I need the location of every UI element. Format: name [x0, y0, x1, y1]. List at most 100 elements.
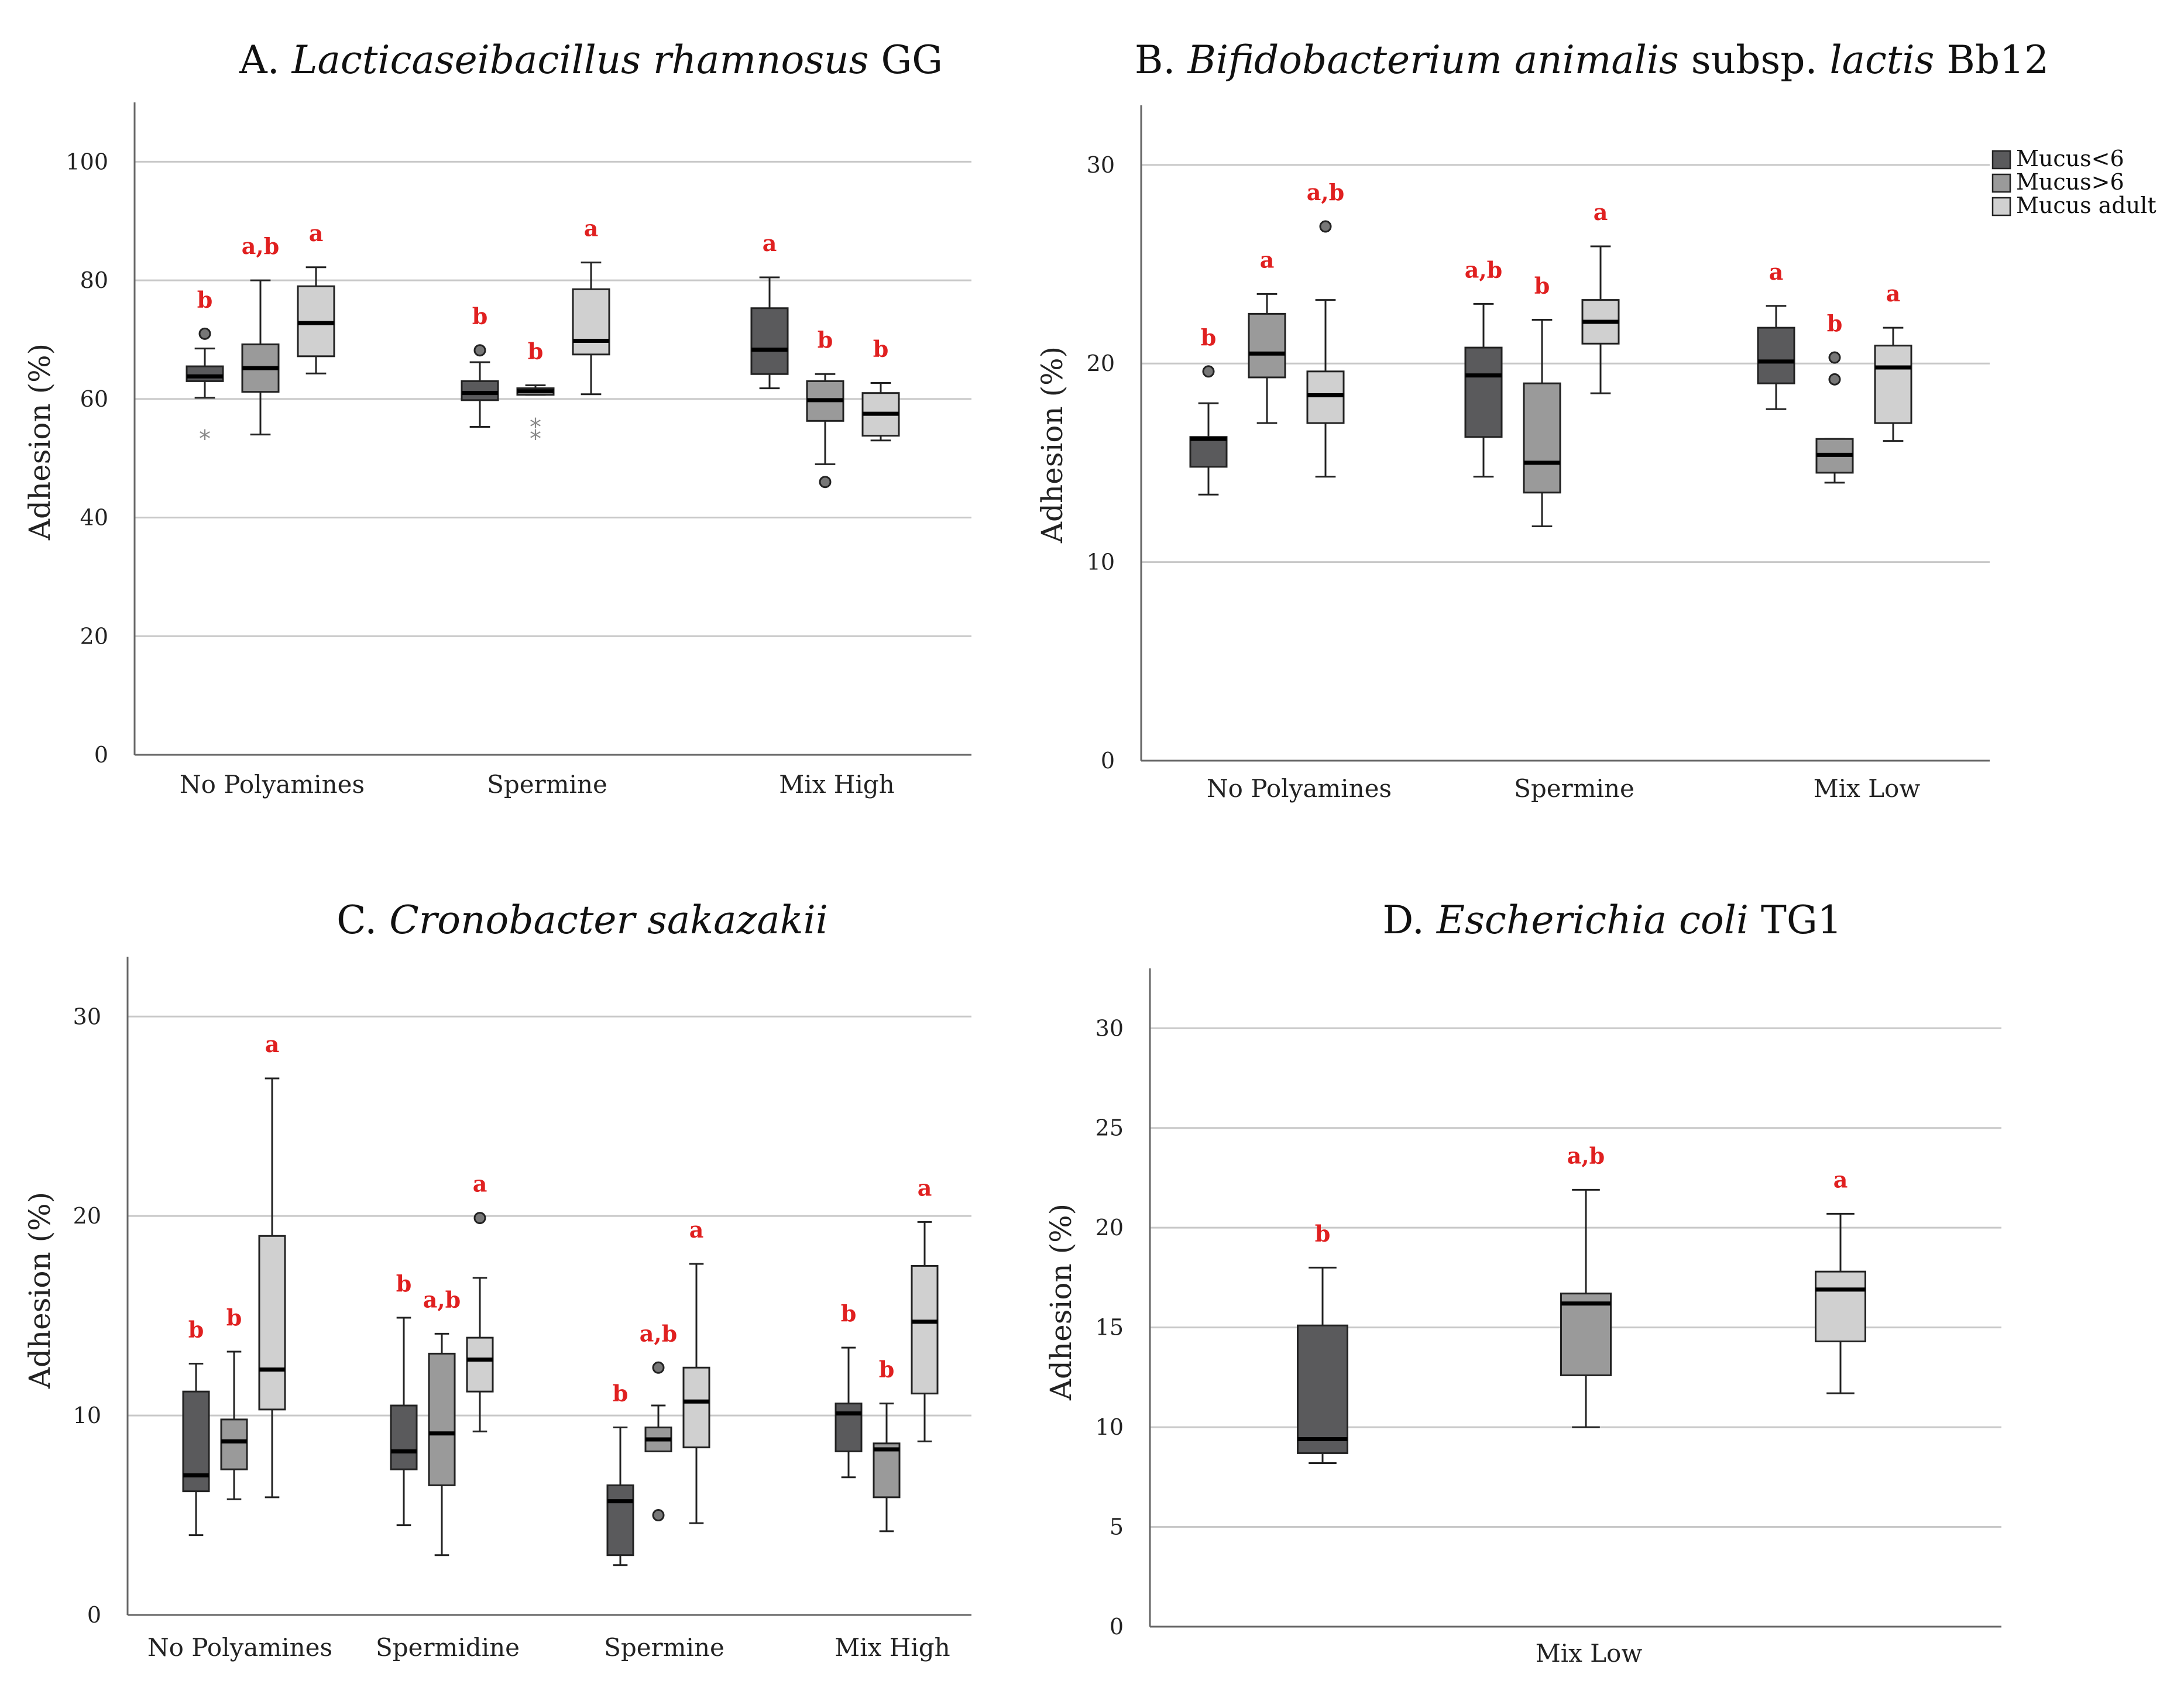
panel-title: C. Cronobacter sakazakii [336, 898, 828, 943]
box-mucus-adult: a [297, 220, 335, 374]
box-iqr [682, 1366, 710, 1449]
significance-label: a [763, 230, 777, 256]
significance-label: b [879, 1356, 895, 1383]
box-iqr [572, 288, 610, 356]
box-iqr [186, 365, 224, 382]
significance-label: a,b [640, 1320, 677, 1346]
significance-label: a [584, 215, 599, 242]
box-mucus-adult: b [861, 335, 900, 442]
y-tick-label: 0 [1110, 1614, 1124, 1640]
box-iqr [390, 1404, 418, 1470]
y-tick-label: 30 [1096, 1015, 1124, 1041]
box-mucus-6: b [1297, 1220, 1348, 1464]
x-category-label: Spermine [604, 1633, 724, 1662]
panel-title: D. Escherichia coli TG1 [1382, 898, 1842, 943]
significance-label: a [1833, 1166, 1848, 1192]
panel-title: A. Lacticaseibacillus rhamnosus GG [239, 37, 943, 83]
y-tick-label: 80 [80, 267, 108, 293]
outlier-point [652, 1361, 665, 1374]
y-tick-label: 0 [87, 1602, 101, 1628]
significance-label: b [197, 286, 213, 312]
box-mucus-6: b [1815, 310, 1854, 484]
box-mucus-6: a,b [423, 1286, 461, 1556]
y-tick-label: 30 [1087, 152, 1115, 178]
extreme-point: * [530, 414, 541, 441]
significance-label: b [841, 1300, 857, 1326]
significance-label: a [265, 1031, 280, 1057]
box-iqr [428, 1352, 456, 1486]
box-iqr [1560, 1293, 1612, 1376]
significance-label: a [1769, 259, 1784, 285]
x-category-label: Mix High [835, 1633, 950, 1662]
box-iqr [1815, 1270, 1866, 1343]
box-iqr [1523, 382, 1561, 494]
box-iqr [461, 380, 499, 401]
panel-c: C. Cronobacter sakazakii 0 10 20 30 Adhesion … [23, 898, 971, 1662]
x-category-label: No Polyamines [1207, 774, 1392, 803]
significance-label: b [613, 1380, 629, 1407]
box-mucus-6: ** b [516, 338, 555, 453]
panel-title: B. Bifidobacterium animalis subsp. lacti… [1135, 37, 2049, 83]
outlier-point [198, 327, 211, 340]
y-tick-label: 40 [80, 505, 108, 531]
box-mucus-6: a,b [241, 233, 280, 436]
y-axis-label: Adhesion (%) [1044, 1204, 1078, 1401]
box-mucus-adult: a [1874, 280, 1912, 442]
significance-label: a,b [1465, 256, 1502, 283]
significance-label: a,b [423, 1286, 461, 1312]
significance-label: a [309, 220, 324, 246]
box-mucus-6: b [182, 1316, 210, 1537]
legend-label: Mucus<6 [2016, 146, 2124, 171]
significance-label: b [226, 1304, 242, 1331]
significance-label: b [188, 1316, 204, 1342]
y-tick-label: 100 [66, 149, 108, 174]
x-category-label: Spermidine [376, 1633, 520, 1662]
box-mucus-6: b [220, 1304, 248, 1500]
box-iqr [466, 1336, 494, 1393]
box-mucus-adult: a [572, 215, 610, 396]
box-iqr [1189, 436, 1228, 468]
box-mucus-6: a [750, 230, 789, 390]
box-mucus-6: b [835, 1300, 863, 1479]
significance-label: a [1594, 199, 1608, 225]
box-mucus-adult: a,b [1306, 179, 1345, 478]
significance-label: b [1201, 324, 1217, 350]
outlier-point [1202, 365, 1215, 378]
extreme-point: * [530, 426, 541, 453]
x-category-label: Spermine [487, 770, 607, 799]
x-category-label: No Polyamines [180, 770, 365, 799]
box-mucus-6: a,b [1464, 256, 1503, 478]
box-mucus-6: b [461, 303, 499, 428]
significance-label: a [918, 1174, 932, 1201]
y-tick-label: 30 [73, 1003, 101, 1029]
y-axis-label: Adhesion (%) [1035, 346, 1069, 544]
box-mucus-adult: a [466, 1171, 494, 1432]
box-iqr [606, 1484, 634, 1556]
significance-label: b [472, 303, 488, 329]
outlier-point [819, 476, 832, 489]
box-iqr [1297, 1324, 1348, 1454]
x-category-label: Mix Low [1536, 1639, 1643, 1668]
significance-label: a [689, 1216, 704, 1243]
significance-label: b [1827, 310, 1843, 336]
significance-label: b [528, 338, 544, 365]
y-tick-label: 20 [1087, 350, 1115, 376]
box-iqr [911, 1264, 939, 1395]
box-mucus-6: b [606, 1380, 634, 1566]
y-axis-label: Adhesion (%) [23, 1192, 57, 1389]
box-mucus-6: *b [186, 286, 224, 453]
box-mucus-6: a [1757, 259, 1795, 410]
legend-swatch [1991, 173, 2011, 193]
box-iqr [258, 1235, 286, 1411]
box-iqr [873, 1442, 901, 1499]
box-mucus-adult: a [682, 1216, 710, 1524]
box-mucus-6: b [1523, 273, 1561, 528]
y-tick-label: 20 [1096, 1215, 1124, 1240]
box-mucus-adult: a [1581, 199, 1620, 394]
significance-label: b [873, 335, 889, 362]
outlier-point [652, 1509, 665, 1522]
y-tick-label: 25 [1096, 1115, 1124, 1141]
y-tick-label: 5 [1110, 1514, 1124, 1540]
